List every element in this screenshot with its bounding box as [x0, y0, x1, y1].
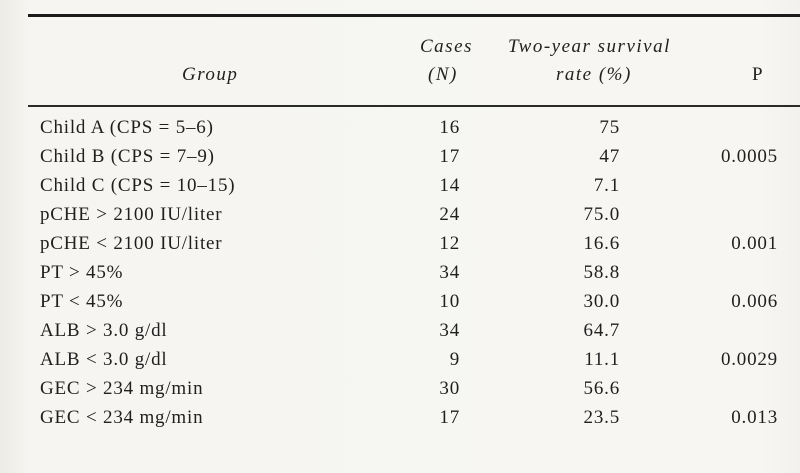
cell-cases: 30: [439, 378, 460, 399]
cell-rate: 64.7: [583, 320, 620, 341]
cell-cases: 17: [439, 146, 460, 167]
table-row: PT > 45% 34 58.8: [0, 262, 800, 286]
header-p: P: [752, 64, 765, 85]
cell-group: pCHE > 2100 IU/liter: [40, 204, 223, 225]
cell-cases: 17: [439, 407, 460, 428]
cell-rate: 47: [599, 146, 620, 167]
cell-group: PT < 45%: [40, 291, 124, 312]
cell-group: ALB > 3.0 g/dl: [40, 320, 168, 341]
cell-rate: 16.6: [583, 233, 620, 254]
cell-group: ALB < 3.0 g/dl: [40, 349, 168, 370]
cell-p: 0.006: [731, 291, 778, 312]
cell-group: pCHE < 2100 IU/liter: [40, 233, 223, 254]
cell-group: GEC > 234 mg/min: [40, 378, 204, 399]
cell-cases: 16: [439, 117, 460, 138]
cell-rate: 75.0: [583, 204, 620, 225]
cell-group: Child C (CPS = 10–15): [40, 175, 236, 196]
cell-rate: 30.0: [583, 291, 620, 312]
cell-group: Child B (CPS = 7–9): [40, 146, 215, 167]
header-cases-line2: (N): [428, 64, 458, 85]
header-cases-line1: Cases: [420, 36, 473, 57]
cell-group: GEC < 234 mg/min: [40, 407, 204, 428]
table-row: GEC > 234 mg/min 30 56.6: [0, 378, 800, 402]
cell-rate: 7.1: [593, 175, 620, 196]
cell-p: 0.0005: [720, 146, 778, 167]
table-row: ALB < 3.0 g/dl 9 11.1 0.0029: [0, 349, 800, 373]
cell-cases: 14: [439, 175, 460, 196]
header-group: Group: [182, 64, 239, 85]
cell-rate: 58.8: [583, 262, 620, 283]
table-row: pCHE < 2100 IU/liter 12 16.6 0.001: [0, 233, 800, 257]
cell-group: Child A (CPS = 5–6): [40, 117, 214, 138]
cell-cases: 24: [439, 204, 460, 225]
cell-rate: 23.5: [583, 407, 620, 428]
cell-cases: 9: [449, 349, 460, 370]
cell-p: 0.001: [731, 233, 778, 254]
cell-p: 0.013: [731, 407, 778, 428]
cell-cases: 10: [439, 291, 460, 312]
cell-p: 0.0029: [720, 349, 778, 370]
cell-cases: 34: [439, 262, 460, 283]
table-row: Child B (CPS = 7–9) 17 47 0.0005: [0, 146, 800, 170]
cell-cases: 34: [439, 320, 460, 341]
header-rate-line2: rate (%): [556, 64, 632, 85]
table-row: GEC < 234 mg/min 17 23.5 0.013: [0, 407, 800, 431]
table-row: ALB > 3.0 g/dl 34 64.7: [0, 320, 800, 344]
header-rate-line1: Two-year survival: [508, 36, 671, 57]
table-row: pCHE > 2100 IU/liter 24 75.0: [0, 204, 800, 228]
table-header-rule: [28, 105, 800, 107]
cell-rate: 56.6: [583, 378, 620, 399]
table-row: Child C (CPS = 10–15) 14 7.1: [0, 175, 800, 199]
cell-rate: 75: [599, 117, 620, 138]
table-top-rule: [28, 14, 800, 17]
table-row: PT < 45% 10 30.0 0.006: [0, 291, 800, 315]
cell-rate: 11.1: [584, 349, 620, 370]
cell-group: PT > 45%: [40, 262, 124, 283]
table-row: Child A (CPS = 5–6) 16 75: [0, 117, 800, 141]
cell-cases: 12: [439, 233, 460, 254]
